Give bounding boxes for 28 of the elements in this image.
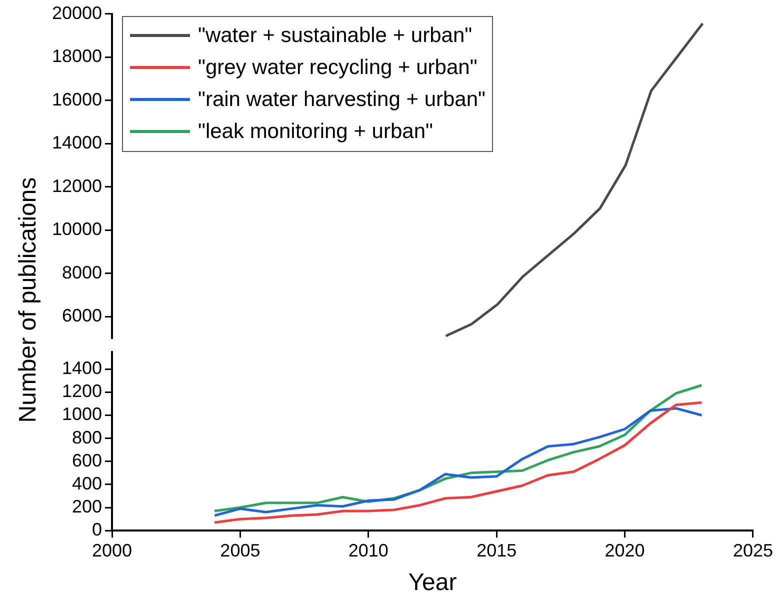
- y-tick-label: 12000: [52, 176, 102, 196]
- y-tick-label: 1200: [62, 381, 102, 402]
- x-tick-label: 2025: [732, 540, 773, 560]
- y-tick-label: 0: [92, 520, 102, 540]
- legend-label: "grey water recycling + urban": [198, 54, 478, 81]
- y-tick-label: 800: [72, 427, 102, 448]
- legend-label: "water + sustainable + urban": [198, 22, 472, 49]
- y-tick-label: 600: [72, 450, 102, 470]
- y-tick-label: 10000: [52, 219, 102, 240]
- x-tick-label: 2015: [476, 540, 517, 560]
- legend-label: "rain water harvesting + urban": [198, 86, 486, 113]
- x-tick-label: 2000: [92, 540, 132, 560]
- x-tick-label: 2020: [604, 540, 645, 560]
- y-tick-label: 400: [72, 473, 102, 494]
- x-axis-title: Year: [408, 569, 457, 596]
- y-tick-label: 1400: [62, 358, 102, 378]
- y-tick-label: 16000: [52, 89, 102, 110]
- y-tick-label: 200: [72, 496, 102, 516]
- x-tick-label: 2010: [348, 540, 388, 560]
- y-tick-label: 8000: [62, 262, 102, 282]
- legend-label: "leak monitoring + urban": [198, 118, 433, 145]
- y-tick-label: 18000: [52, 46, 102, 66]
- y-tick-label: 20000: [52, 2, 102, 23]
- y-axis-title: Number of publications: [14, 177, 42, 423]
- y-tick-label: 1000: [62, 404, 102, 424]
- y-tick-label: 6000: [62, 306, 102, 326]
- y-tick-label: 14000: [52, 132, 102, 153]
- x-tick-label: 2005: [220, 540, 260, 560]
